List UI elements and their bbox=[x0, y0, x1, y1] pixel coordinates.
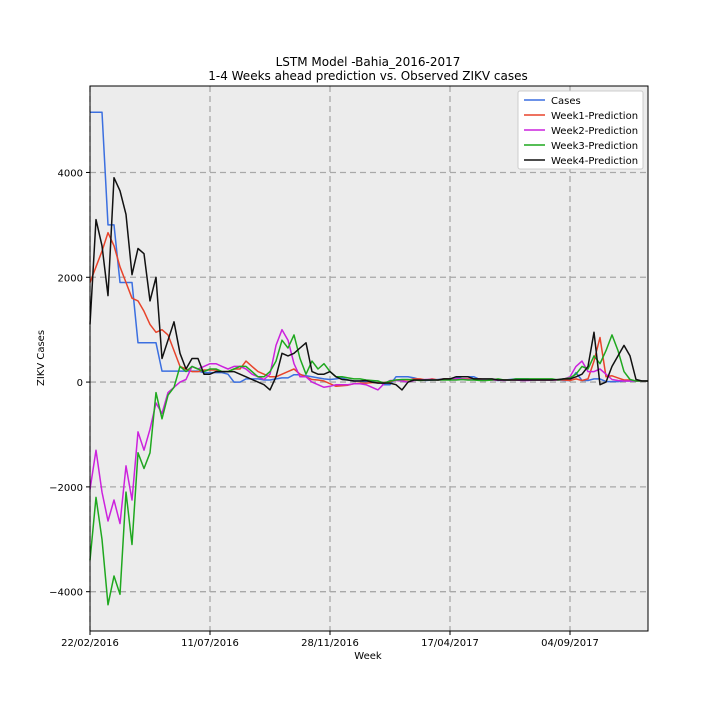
legend-label-cases: Cases bbox=[551, 96, 581, 107]
y-tick-label: 4000 bbox=[58, 168, 83, 179]
chart-title: LSTM Model -Bahia_2016-2017 bbox=[276, 55, 461, 69]
plot-area bbox=[90, 86, 648, 631]
legend: Cases Week1-Prediction Week2-Prediction Wee… bbox=[517, 90, 644, 170]
chart-subtitle: 1-4 Weeks ahead prediction vs. Observed … bbox=[208, 69, 528, 83]
legend-label-week2-prediction: Week2-Prediction bbox=[551, 126, 638, 137]
legend-label-week4-prediction: Week4-Prediction bbox=[551, 156, 638, 167]
y-axis-ticks: −4000 −2000 0 2000 4000 bbox=[49, 168, 90, 599]
x-tick-label: 04/09/2017 bbox=[541, 638, 599, 649]
y-axis-label: ZIKV Cases bbox=[36, 330, 47, 386]
x-axis-ticks: 22/02/2016 11/07/2016 28/11/2016 17/04/2017… bbox=[61, 631, 599, 649]
y-tick-label: −2000 bbox=[49, 483, 83, 494]
y-tick-label: −4000 bbox=[49, 588, 83, 599]
x-tick-label: 28/11/2016 bbox=[301, 638, 359, 649]
legend-box bbox=[517, 90, 644, 170]
x-tick-label: 17/04/2017 bbox=[421, 638, 479, 649]
series-lines bbox=[89, 111, 648, 606]
x-tick-label: 22/02/2016 bbox=[61, 638, 119, 649]
legend-label-week1-prediction: Week1-Prediction bbox=[551, 111, 638, 122]
y-tick-label: 0 bbox=[77, 378, 83, 389]
x-tick-label: 11/07/2016 bbox=[181, 638, 239, 649]
x-axis-label: Week bbox=[354, 651, 382, 662]
y-tick-label: 2000 bbox=[58, 273, 83, 284]
plot-frame bbox=[89, 85, 649, 632]
series-line-week4-prediction bbox=[89, 176, 648, 391]
grid-lines bbox=[89, 86, 648, 631]
legend-label-week3-prediction: Week3-Prediction bbox=[551, 141, 638, 152]
